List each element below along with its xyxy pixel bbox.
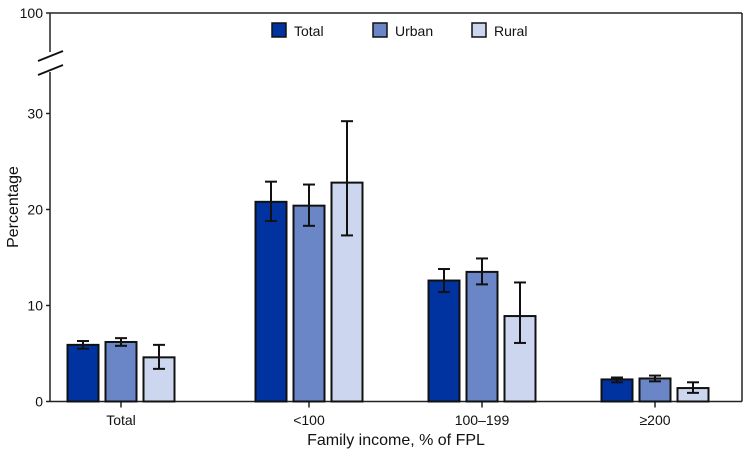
y-tick-label: 100 bbox=[20, 5, 44, 21]
x-tick-label: ≥200 bbox=[639, 412, 670, 428]
bar-urban bbox=[104, 340, 138, 403]
x-axis-label: Family income, % of FPL bbox=[307, 432, 485, 449]
bar-urban bbox=[292, 204, 326, 403]
legend-swatch bbox=[372, 22, 388, 38]
legend-label: Urban bbox=[395, 23, 433, 39]
y-tick-label: 20 bbox=[27, 202, 43, 218]
legend-swatch bbox=[471, 22, 487, 38]
y-axis-label: Percentage bbox=[5, 166, 22, 248]
legend-label: Total bbox=[294, 23, 324, 39]
y-tick-label: 10 bbox=[27, 298, 43, 314]
x-tick-label: 100–199 bbox=[455, 412, 510, 428]
y-tick-label: 30 bbox=[27, 106, 43, 122]
y-tick-label: 0 bbox=[35, 394, 43, 410]
axis-break-mark bbox=[37, 50, 64, 62]
bar-total bbox=[427, 279, 461, 403]
legend-swatch bbox=[271, 22, 287, 38]
x-tick-label: Total bbox=[106, 412, 136, 428]
bar-total bbox=[66, 343, 100, 403]
x-tick-label: <100 bbox=[293, 412, 325, 428]
bar-urban bbox=[465, 270, 499, 403]
legend-label: Rural bbox=[494, 23, 527, 39]
axis-break-mark bbox=[37, 64, 64, 76]
bar-total bbox=[254, 200, 288, 403]
